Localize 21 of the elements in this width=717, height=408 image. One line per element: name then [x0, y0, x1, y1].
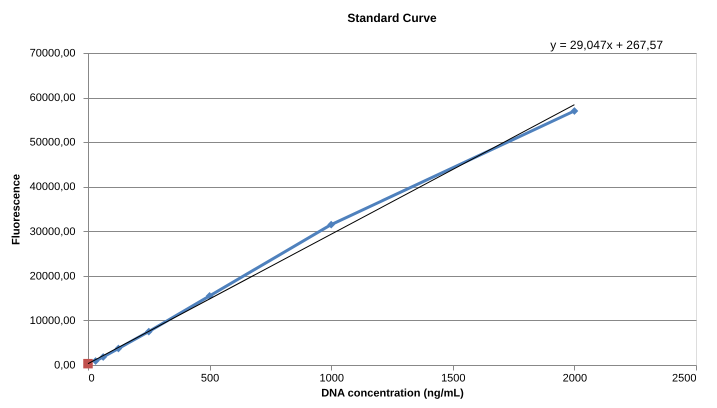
text: y = 29,047x + 267,57 [550, 38, 664, 52]
x-axis-title: DNA concentration (ng/mL) [321, 388, 464, 400]
y-tick-label: 50000,00 [30, 136, 76, 149]
y-tick-label: 0,00 [54, 360, 76, 372]
y-axis-title: Fluorescence [10, 174, 23, 245]
y-tick-label: 30000,00 [30, 226, 76, 238]
y-tick-label: 10000,00 [30, 314, 76, 327]
x-tick-label: 1500 [441, 372, 466, 384]
x-tick-label: 1000 [319, 372, 344, 384]
y-tick-label: 60000,00 [30, 92, 76, 104]
x-tick-label: 2000 [562, 372, 588, 384]
point [570, 107, 578, 115]
point [327, 220, 336, 228]
chart-title: Standard Curve [347, 11, 437, 25]
y-tick-label: 40000,00 [30, 181, 76, 194]
x-tick-label: 0 [88, 372, 95, 384]
y-tick-label: 70000,00 [30, 48, 76, 60]
x-tick-label: 500 [200, 372, 220, 384]
y-tick-label: 20000,00 [30, 270, 76, 282]
point [83, 358, 93, 368]
x-tick-label: 2500 [672, 372, 696, 384]
